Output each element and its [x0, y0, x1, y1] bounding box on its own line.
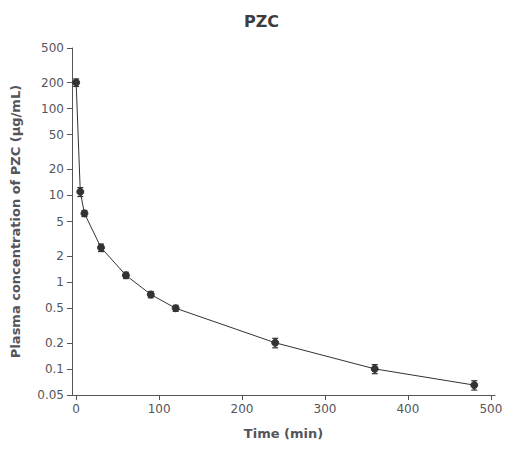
svg-text:0: 0 — [72, 402, 80, 416]
svg-text:PZC: PZC — [244, 12, 279, 31]
svg-text:10: 10 — [49, 188, 64, 202]
svg-text:0.1: 0.1 — [45, 362, 64, 376]
svg-text:2: 2 — [56, 249, 64, 263]
svg-text:0.2: 0.2 — [45, 336, 64, 350]
svg-text:100: 100 — [148, 402, 171, 416]
svg-text:0.05: 0.05 — [37, 388, 64, 402]
svg-text:100: 100 — [41, 102, 64, 116]
svg-text:300: 300 — [314, 402, 337, 416]
svg-text:50: 50 — [49, 128, 64, 142]
svg-text:Plasma concentration of PZC (μ: Plasma concentration of PZC (μg/mL) — [8, 85, 23, 358]
svg-text:Time (min): Time (min) — [244, 426, 323, 441]
svg-text:20: 20 — [49, 162, 64, 176]
svg-text:200: 200 — [231, 402, 254, 416]
svg-text:500: 500 — [479, 402, 502, 416]
svg-text:0.5: 0.5 — [45, 301, 64, 315]
svg-text:200: 200 — [41, 76, 64, 90]
svg-text:1: 1 — [56, 275, 64, 289]
svg-text:400: 400 — [396, 402, 419, 416]
svg-text:500: 500 — [41, 41, 64, 55]
svg-text:5: 5 — [56, 215, 64, 229]
